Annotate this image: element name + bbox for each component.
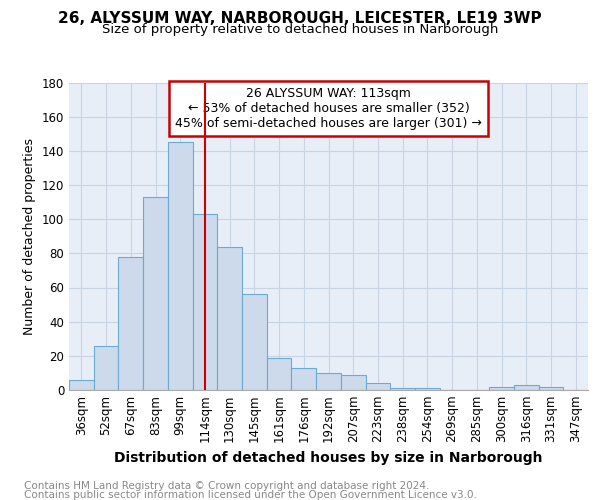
- Bar: [217, 246, 242, 390]
- Text: 26 ALYSSUM WAY: 113sqm
← 53% of detached houses are smaller (352)
45% of semi-de: 26 ALYSSUM WAY: 113sqm ← 53% of detached…: [175, 87, 482, 130]
- Bar: [143, 197, 168, 390]
- Text: 26, ALYSSUM WAY, NARBOROUGH, LEICESTER, LE19 3WP: 26, ALYSSUM WAY, NARBOROUGH, LEICESTER, …: [58, 11, 542, 26]
- Text: Contains public sector information licensed under the Open Government Licence v3: Contains public sector information licen…: [24, 490, 477, 500]
- Bar: [390, 388, 415, 390]
- Bar: [365, 383, 390, 390]
- Bar: [341, 374, 365, 390]
- Bar: [514, 385, 539, 390]
- Bar: [168, 142, 193, 390]
- Bar: [539, 386, 563, 390]
- Bar: [118, 257, 143, 390]
- Bar: [242, 294, 267, 390]
- Text: Contains HM Land Registry data © Crown copyright and database right 2024.: Contains HM Land Registry data © Crown c…: [24, 481, 430, 491]
- Y-axis label: Number of detached properties: Number of detached properties: [23, 138, 36, 335]
- Bar: [415, 388, 440, 390]
- Bar: [292, 368, 316, 390]
- Bar: [316, 373, 341, 390]
- Text: Size of property relative to detached houses in Narborough: Size of property relative to detached ho…: [102, 22, 498, 36]
- Bar: [94, 346, 118, 390]
- Bar: [489, 386, 514, 390]
- X-axis label: Distribution of detached houses by size in Narborough: Distribution of detached houses by size …: [114, 451, 543, 465]
- Bar: [267, 358, 292, 390]
- Bar: [69, 380, 94, 390]
- Bar: [193, 214, 217, 390]
